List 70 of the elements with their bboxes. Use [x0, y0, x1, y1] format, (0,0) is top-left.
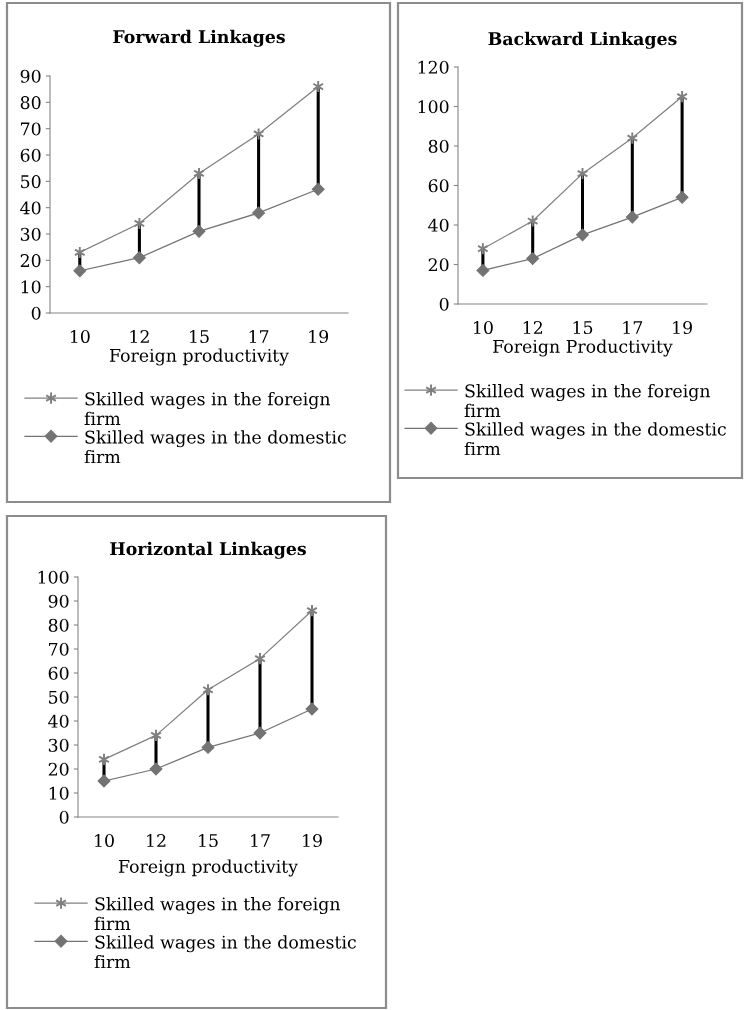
point	[97, 774, 111, 788]
x-tick-label: 17	[251, 833, 270, 847]
y-tick-label: 60	[48, 666, 69, 680]
y-tick-label: 80	[48, 618, 69, 632]
point	[476, 263, 490, 277]
y-tick-label: 40	[428, 218, 449, 232]
y-tick-label: 50	[21, 175, 41, 189]
x-tick-label: 12	[523, 320, 543, 334]
point	[201, 740, 215, 754]
x-tick-label: 19	[303, 833, 322, 848]
y-tick-label: 10	[21, 280, 41, 294]
x-tick-label: 15	[199, 833, 218, 848]
y-tick-label: 40	[20, 201, 41, 215]
y-tick-label: 20	[428, 258, 449, 272]
chart-title: Horizontal Linkages	[110, 541, 306, 559]
y-tick-label: 0	[59, 810, 69, 824]
point	[675, 190, 689, 204]
x-axis-title: Foreign Productivity	[493, 339, 673, 357]
legend-label: Skilled wages in the domestic firm	[84, 430, 346, 464]
point	[192, 224, 206, 238]
y-tick-label: 0	[31, 306, 41, 320]
x-tick-label: 10	[70, 329, 90, 344]
x-tick-label: 17	[623, 320, 643, 334]
point	[253, 726, 267, 740]
point	[132, 251, 146, 265]
point	[252, 206, 266, 220]
y-tick-label: 40	[48, 714, 69, 728]
y-tick-label: 80	[428, 139, 449, 153]
x-tick-label: 12	[130, 329, 149, 343]
legend-label: Skilled wages in the foreign firm	[464, 384, 711, 417]
y-tick-label: 20	[48, 762, 69, 776]
y-tick-label: 60	[20, 148, 41, 162]
point	[305, 702, 319, 716]
y-tick-label: 70	[49, 642, 69, 656]
x-tick-label: 17	[249, 329, 269, 343]
legend-label: Skilled wages in the foreign firm	[84, 392, 331, 425]
y-tick-label: 50	[49, 690, 69, 704]
y-tick-label: 100	[38, 570, 69, 584]
y-tick-label: 60	[428, 179, 449, 193]
x-tick-label: 15	[190, 329, 209, 344]
legend-label: Skilled wages in the domestic firm	[94, 935, 356, 969]
x-tick-label: 12	[147, 833, 166, 847]
chart-title: Forward Linkages	[113, 29, 285, 47]
y-tick-label: 90	[20, 69, 41, 83]
point	[576, 228, 589, 242]
point	[149, 762, 163, 776]
x-tick-label: 10	[473, 320, 493, 335]
y-tick-label: 70	[21, 122, 41, 136]
y-tick-label: 120	[418, 60, 449, 74]
y-tick-label: 100	[418, 100, 449, 114]
y-tick-label: 0	[439, 297, 449, 311]
x-axis-title: Foreign productivity	[118, 859, 298, 877]
legend-label: Skilled wages in the domestic firm	[464, 422, 726, 456]
point	[311, 182, 325, 196]
legend-label: Skilled wages in the foreign firm	[94, 897, 341, 930]
x-tick-label: 10	[95, 833, 114, 848]
chart-title: Backward Linkages	[488, 31, 677, 49]
x-tick-label: 19	[309, 329, 329, 344]
y-tick-label: 80	[20, 96, 41, 110]
x-tick-label: 19	[673, 320, 692, 335]
y-tick-label: 20	[20, 254, 41, 268]
x-tick-label: 15	[573, 320, 593, 335]
x-axis-title: Foreign productivity	[109, 348, 289, 366]
point	[73, 264, 87, 278]
y-tick-label: 30	[48, 738, 69, 752]
y-tick-label: 30	[20, 227, 41, 241]
y-tick-label: 10	[49, 786, 69, 800]
point	[526, 252, 540, 266]
y-tick-label: 90	[48, 594, 69, 608]
point	[625, 210, 639, 224]
